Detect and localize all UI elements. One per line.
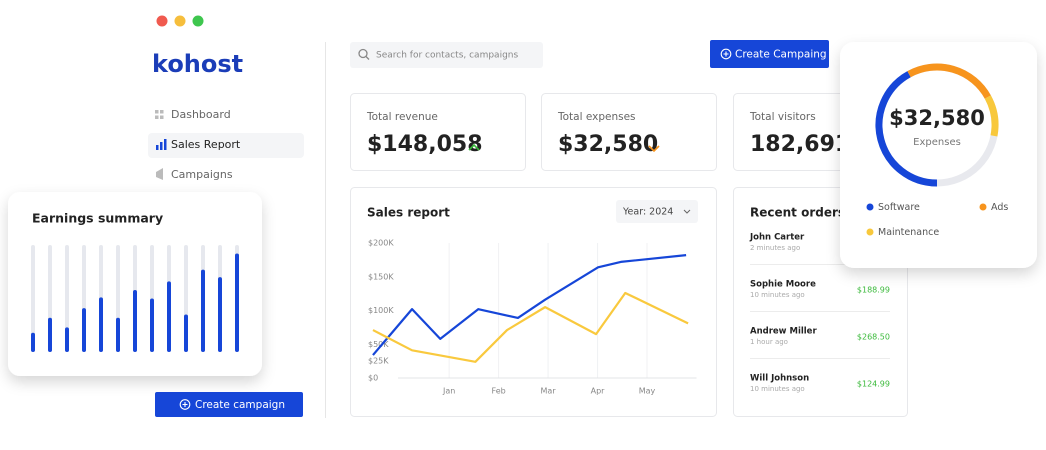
nav-sales-report[interactable]: Sales Report — [148, 133, 304, 158]
bar — [167, 281, 171, 352]
nav-label: Campaigns — [171, 168, 233, 181]
x-tick-label: Mar — [541, 387, 557, 396]
stat-card: Total expenses $32,580 — [541, 93, 717, 171]
nav-campaigns[interactable]: Campaigns — [156, 168, 233, 181]
order-amount: $268.50 — [857, 333, 890, 342]
x-tick-label: Apr — [591, 387, 606, 396]
bar — [65, 327, 69, 352]
legend-swatch — [866, 228, 874, 236]
search-placeholder: Search for contacts, campaigns — [376, 51, 518, 61]
sidebar-button[interactable]: Create campaign — [155, 392, 303, 417]
bar — [99, 297, 103, 352]
bar — [116, 317, 120, 352]
bar — [184, 314, 188, 352]
bar — [235, 253, 239, 352]
chart-title: Sales report — [367, 206, 450, 220]
stat-label: Total expenses — [557, 111, 636, 123]
order-name: Will Johnson — [750, 374, 809, 384]
order-name: Sophie Moore — [750, 280, 816, 290]
y-tick-label: $25K — [368, 357, 389, 366]
line-series — [372, 291, 689, 363]
order-time: 10 minutes ago — [750, 291, 805, 299]
nav-dashboard[interactable]: Dashboard — [155, 108, 231, 121]
chart-title: Earnings summary — [32, 211, 163, 226]
order-amount: $124.99 — [857, 380, 890, 389]
header-button[interactable]: Create Campaing — [710, 40, 829, 68]
y-tick-label: $50K — [368, 340, 389, 349]
x-tick-label: Feb — [492, 387, 506, 396]
y-tick-label: $100K — [368, 306, 394, 315]
legend-label: Software — [878, 202, 920, 213]
bar — [48, 317, 52, 352]
stat-card: Total revenue $148,058 — [350, 93, 526, 171]
x-tick-label: Jan — [442, 387, 455, 396]
stat-label: Total revenue — [366, 111, 438, 123]
donut-segment — [907, 63, 991, 99]
order-time: 1 hour ago — [750, 338, 788, 346]
bar — [31, 332, 35, 352]
order-time: 2 minutes ago — [750, 244, 800, 252]
button-label: Create Campaing — [735, 49, 827, 61]
search-box[interactable]: Search for contacts, campaigns — [350, 42, 543, 68]
button-label: Create campaign — [195, 399, 285, 411]
bar-track — [31, 245, 35, 352]
donut-segment — [875, 71, 938, 187]
nav-label: Sales Report — [171, 138, 241, 151]
x-tick-label: May — [639, 387, 656, 396]
legend-swatch — [866, 203, 874, 211]
legend-label: Maintenance — [878, 227, 939, 238]
legend-swatch — [979, 203, 987, 211]
order-time: 10 minutes ago — [750, 385, 805, 393]
window-dot — [156, 15, 168, 27]
legend-label: Ads — [991, 202, 1008, 213]
donut-value: $32,580 — [889, 106, 985, 130]
filter-label: Year: 2024 — [622, 207, 673, 218]
bar-track — [65, 245, 69, 352]
brand: kohost — [152, 50, 243, 78]
donut-label: Expenses — [913, 137, 961, 148]
sales-card — [350, 187, 717, 417]
year-filter[interactable]: Year: 2024 — [616, 200, 698, 223]
trend-down — [648, 145, 660, 153]
stat-label: Total visitors — [749, 111, 816, 123]
window-dot — [174, 15, 186, 27]
order-name: John Carter — [749, 233, 805, 243]
bar — [133, 289, 137, 352]
stat-value: 182,691 — [750, 132, 850, 157]
bar — [201, 269, 205, 352]
orders-title: Recent orders — [750, 206, 845, 220]
line-series — [372, 254, 687, 356]
nav-label: Dashboard — [171, 108, 231, 121]
y-tick-label: $200K — [368, 239, 394, 248]
stat-value: $32,580 — [558, 132, 658, 157]
y-tick-label: $150K — [368, 272, 394, 281]
bar — [82, 308, 86, 352]
y-tick-label: $0 — [368, 374, 378, 383]
bar — [218, 277, 222, 352]
window-dot — [192, 15, 204, 27]
bar — [150, 298, 154, 352]
order-name: Andrew Miller — [750, 327, 817, 337]
trend-up — [468, 143, 480, 151]
order-amount: $188.99 — [857, 286, 890, 295]
stat-value: $148,058 — [367, 132, 483, 157]
donut-segment — [984, 95, 999, 137]
